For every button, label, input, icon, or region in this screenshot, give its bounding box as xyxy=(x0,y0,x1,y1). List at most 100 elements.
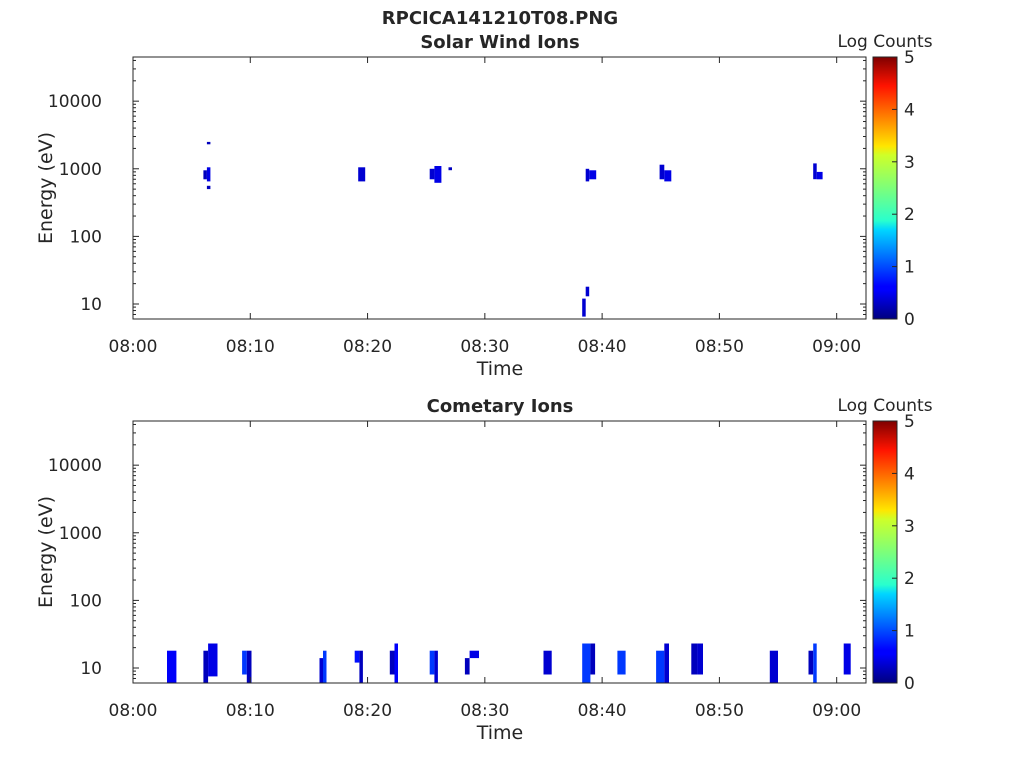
spectrogram-cell xyxy=(813,163,817,180)
x-tick-label: 08:50 xyxy=(695,337,744,357)
spectrogram-cell xyxy=(429,168,435,180)
x-axis-ticks: 08:00 08:10 08:20 08:30 08:40 08:50 09:00 xyxy=(109,57,861,357)
spectrogram-cell xyxy=(434,650,438,683)
colorbar-ticks: 0 1 2 3 4 5 xyxy=(892,412,915,694)
colorbar: 0 1 2 3 4 5 Log Counts xyxy=(837,396,932,694)
y-tick-label: 10 xyxy=(80,659,102,679)
x-tick-label: 08:10 xyxy=(226,337,275,357)
spectrogram-cell xyxy=(656,650,665,683)
spectrogram-cell xyxy=(167,650,177,683)
cometary-panel: Cometary Ions 08:00 08:10 08:20 08:30 08:40 0… xyxy=(35,396,933,744)
colorbar-gradient xyxy=(872,56,898,320)
plot-area xyxy=(132,56,867,320)
spectrogram-cell xyxy=(590,643,596,675)
spectrogram-cells xyxy=(167,643,851,683)
plot-area xyxy=(132,420,867,684)
spectrogram-cell xyxy=(469,650,479,659)
spectrogram-cell xyxy=(582,643,591,683)
colorbar-gradient xyxy=(872,420,898,684)
spectrogram-cell xyxy=(617,650,626,675)
spectrogram-cell xyxy=(843,643,851,675)
colorbar-tick-label: 0 xyxy=(904,310,915,330)
x-axis-label: Time xyxy=(476,358,524,380)
spectrogram-cell xyxy=(585,168,590,182)
x-tick-label: 08:00 xyxy=(109,337,158,357)
spectrogram-cell xyxy=(691,643,698,675)
spectrogram-cell xyxy=(582,298,586,317)
x-tick-label: 08:10 xyxy=(226,701,275,721)
spectrogram-cell xyxy=(816,171,823,180)
x-tick-label: 08:20 xyxy=(343,701,392,721)
colorbar-tick-label: 4 xyxy=(904,464,915,484)
panel-title: Cometary Ions xyxy=(427,396,574,417)
colorbar-tick-label: 5 xyxy=(904,412,915,432)
colorbar-label: Log Counts xyxy=(837,32,932,52)
colorbar-tick-label: 1 xyxy=(904,258,915,278)
x-tick-label: 09:00 xyxy=(812,337,861,357)
spectrogram-cell xyxy=(206,167,211,182)
y-tick-label: 10 xyxy=(80,295,102,315)
y-tick-label: 100 xyxy=(70,591,102,611)
x-tick-label: 08:40 xyxy=(578,337,627,357)
colorbar-tick-label: 2 xyxy=(904,205,915,225)
x-tick-label: 08:30 xyxy=(460,337,509,357)
y-axis-ticks: 10 100 1000 10000 xyxy=(48,423,866,684)
spectrogram-cell xyxy=(359,650,363,683)
spectrogram-cell xyxy=(464,658,470,675)
spectrogram-cell xyxy=(246,650,252,683)
x-tick-label: 08:20 xyxy=(343,337,392,357)
colorbar-ticks: 0 1 2 3 4 5 xyxy=(892,48,915,330)
spectrogram-cell xyxy=(389,650,395,675)
spectrogram-cell xyxy=(664,170,672,182)
spectrogram-cell xyxy=(319,658,323,683)
spectrogram-cell xyxy=(354,650,360,663)
spectrogram-cell xyxy=(585,286,590,297)
spectrogram-cell xyxy=(659,164,665,180)
x-tick-label: 08:00 xyxy=(109,701,158,721)
x-tick-label: 08:50 xyxy=(695,701,744,721)
spectrogram-cell xyxy=(208,643,218,677)
spectrogram-cell xyxy=(206,185,211,190)
spectrogram-cell xyxy=(664,643,669,683)
figure-title: RPCICA141210T08.PNG xyxy=(382,8,618,29)
colorbar-tick-label: 3 xyxy=(904,517,915,537)
x-axis-label: Time xyxy=(476,722,524,744)
y-tick-label: 10000 xyxy=(48,456,102,476)
spectrogram-cells xyxy=(203,141,823,317)
spectrogram-cell xyxy=(808,650,814,675)
colorbar-tick-label: 4 xyxy=(904,100,915,120)
colorbar-tick-label: 1 xyxy=(904,622,915,642)
colorbar-tick-label: 5 xyxy=(904,48,915,68)
spectrogram-cell xyxy=(429,650,435,675)
x-tick-label: 08:40 xyxy=(578,701,627,721)
spectrogram-cell xyxy=(813,643,817,683)
spectrogram-cell xyxy=(394,643,398,683)
spectrogram-cell xyxy=(434,166,442,183)
y-tick-label: 1000 xyxy=(59,524,102,544)
y-axis-ticks: 10 100 1000 10000 xyxy=(48,59,866,320)
y-axis-label: Energy (eV) xyxy=(35,132,57,244)
colorbar-tick-label: 3 xyxy=(904,153,915,173)
spectrogram-cell xyxy=(769,650,778,683)
colorbar: 0 1 2 3 4 5 Log Counts xyxy=(837,32,932,330)
y-tick-label: 10000 xyxy=(48,92,102,112)
spectrogram-cell xyxy=(203,170,207,180)
y-axis-label: Energy (eV) xyxy=(35,496,57,608)
colorbar-tick-label: 2 xyxy=(904,569,915,589)
x-tick-label: 08:30 xyxy=(460,701,509,721)
x-tick-label: 09:00 xyxy=(812,701,861,721)
spectrogram-cell xyxy=(206,141,211,145)
spectrogram-cell xyxy=(448,167,452,171)
solar-wind-panel: Solar Wind Ions 08:00 08:10 08:20 08:30 08:4… xyxy=(35,32,933,380)
spectrogram-cell xyxy=(543,650,552,675)
spectrogram-cell xyxy=(242,650,247,675)
x-axis-ticks: 08:00 08:10 08:20 08:30 08:40 08:50 09:00 xyxy=(109,421,861,721)
spectrogram-cell xyxy=(589,170,597,180)
y-tick-label: 100 xyxy=(70,227,102,247)
spectrogram-cell xyxy=(203,650,209,683)
spectrogram-cell xyxy=(358,167,366,182)
colorbar-label: Log Counts xyxy=(837,396,932,416)
y-tick-label: 1000 xyxy=(59,160,102,180)
panel-title: Solar Wind Ions xyxy=(420,32,579,53)
